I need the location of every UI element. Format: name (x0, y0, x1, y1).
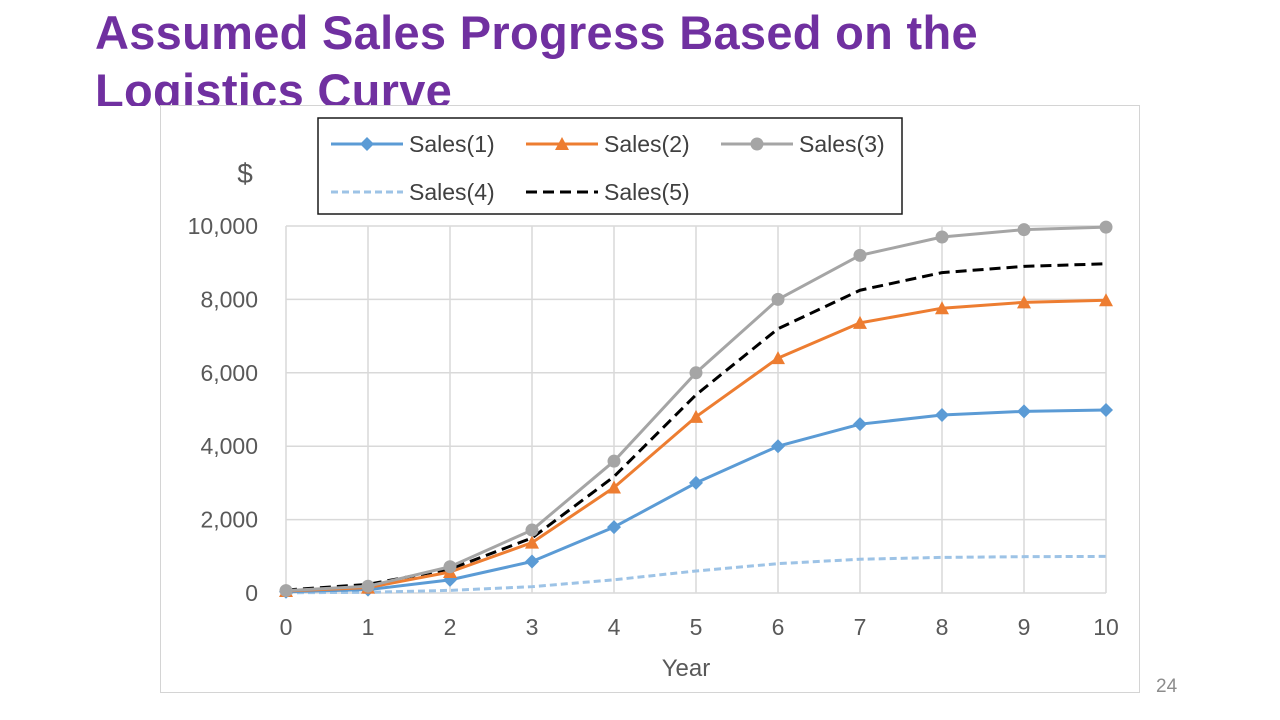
gridlines (285, 225, 1107, 594)
sales3-point (361, 579, 375, 593)
legend-label: Sales(1) (409, 131, 495, 157)
sales2-point (525, 535, 539, 549)
x-tick-label: 7 (854, 614, 867, 640)
x-tick-label: 5 (690, 614, 703, 640)
y-axis-label: $ (237, 158, 253, 189)
legend-item-sales5: Sales(5) (526, 179, 690, 205)
tick-labels: 0 2,000 4,000 6,000 8,000 10,000 0 1 2 3 4 5 6 7 8 9 10 (188, 213, 1119, 640)
legend-label: Sales(4) (409, 179, 495, 205)
x-tick-label: 2 (444, 614, 457, 640)
y-tick-label: 0 (245, 580, 258, 606)
sales3-point (689, 366, 703, 380)
x-tick-label: 8 (936, 614, 949, 640)
x-tick-label: 0 (280, 614, 293, 640)
sales2-point (1017, 295, 1031, 309)
legend-item-sales4: Sales(4) (331, 179, 495, 205)
sales3-point (853, 248, 867, 262)
x-tick-label: 10 (1093, 614, 1119, 640)
y-tick-label: 4,000 (200, 433, 258, 459)
sales2-point (935, 301, 949, 315)
sales1-point (525, 554, 539, 569)
sales3-point (935, 230, 949, 244)
sales4-series (285, 554, 1107, 595)
sales3-point (279, 584, 293, 598)
sales1-point (771, 439, 785, 454)
sales2-point (689, 409, 703, 423)
sales4-line (285, 554, 1107, 595)
x-axis-label: Year (662, 655, 711, 682)
sales1-point (853, 417, 867, 432)
legend-sales3-point (750, 137, 764, 151)
slide-title: Assumed Sales Progress Based on the Logi… (95, 6, 978, 106)
legend-item-sales1: Sales(1) (331, 131, 495, 157)
sales1-point (1017, 404, 1031, 419)
x-tick-label: 4 (608, 614, 621, 640)
legend-label: Sales(3) (799, 131, 885, 157)
legend: Sales(1) Sales(2) Sales(3) Sales(4) Sales(5) (317, 117, 903, 215)
legend-sales1-point (360, 137, 374, 151)
x-tick-label: 1 (362, 614, 375, 640)
sales3-point (1099, 220, 1113, 234)
page-number: 24 (1156, 676, 1178, 697)
legend-item-sales3: Sales(3) (721, 131, 885, 157)
series-layer (279, 220, 1113, 599)
sales1-point (607, 520, 621, 535)
sales2-point (771, 351, 785, 365)
x-tick-label: 6 (772, 614, 785, 640)
x-tick-label: 3 (526, 614, 539, 640)
y-tick-label: 6,000 (200, 360, 258, 386)
sales3-point (443, 560, 457, 574)
sales2-point (607, 480, 621, 494)
y-tick-label: 2,000 (200, 507, 258, 533)
sales3-point (1017, 223, 1031, 237)
legend-box (317, 117, 903, 215)
sales1-point (443, 572, 457, 587)
sales1-point (689, 475, 703, 490)
y-tick-label: 8,000 (200, 286, 258, 312)
sales3-point (525, 523, 539, 537)
sales1-point (935, 408, 949, 423)
y-tick-label: 10,000 (188, 213, 258, 239)
sales2-point (1099, 293, 1113, 307)
sales3-point (607, 454, 621, 468)
sales1-point (1099, 403, 1113, 418)
legend-label: Sales(5) (604, 179, 690, 205)
legend-label: Sales(2) (604, 131, 690, 157)
legend-sales2-point (555, 137, 569, 150)
chart-frame: 0 2,000 4,000 6,000 8,000 10,000 0 1 2 3 4 5 6 7 8 9 10 … (160, 105, 1140, 693)
x-tick-label: 9 (1018, 614, 1031, 640)
sales2-point (853, 315, 867, 329)
sales3-point (771, 292, 785, 306)
sales3-series (279, 220, 1113, 598)
legend-item-sales2: Sales(2) (526, 131, 690, 157)
